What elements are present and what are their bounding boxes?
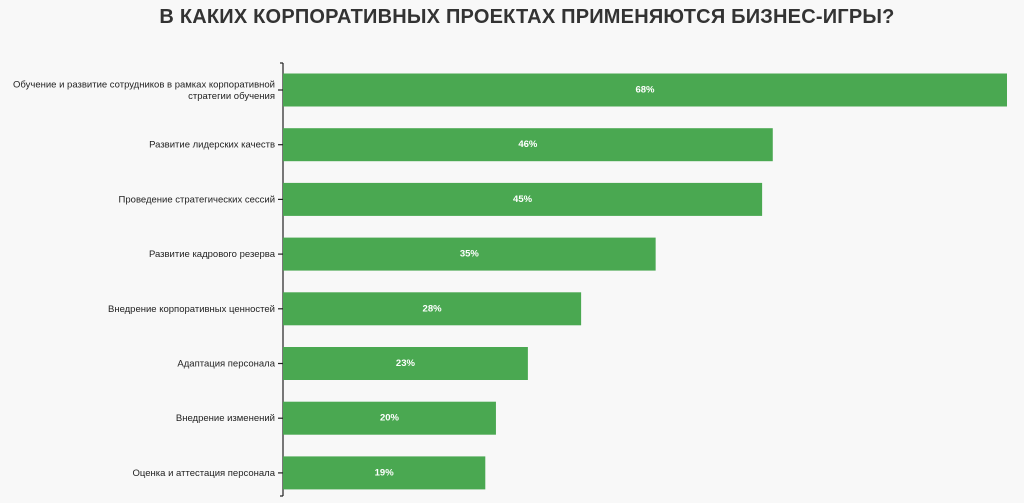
category-label-line: Развитие лидерских качеств bbox=[149, 139, 275, 150]
bar-value-label: 68% bbox=[635, 85, 655, 96]
category-label: Обучение и развитие сотрудников в рамках… bbox=[13, 79, 275, 102]
category-label-line: Адаптация персонала bbox=[177, 358, 275, 369]
bar bbox=[283, 237, 656, 271]
bar bbox=[283, 182, 763, 216]
category-label: Развитие кадрового резерва bbox=[149, 249, 276, 260]
bar-value-label: 46% bbox=[518, 139, 538, 150]
category-label-line: Оценка и аттестация персонала bbox=[133, 467, 276, 478]
chart-title: В КАКИХ КОРПОРАТИВНЫХ ПРОЕКТАХ ПРИМЕНЯЮТ… bbox=[159, 6, 895, 28]
category-label: Внедрение изменений bbox=[176, 413, 275, 424]
category-label: Проведение стратегических сессий bbox=[119, 194, 275, 205]
category-label-line: Внедрение корпоративных ценностей bbox=[108, 303, 275, 314]
bar-value-label: 35% bbox=[460, 249, 480, 260]
bar-value-label: 20% bbox=[380, 413, 400, 424]
bar-value-label: 23% bbox=[396, 358, 416, 369]
bar-value-label: 28% bbox=[423, 303, 443, 314]
bar bbox=[283, 401, 496, 435]
category-label-line: Внедрение изменений bbox=[176, 413, 275, 424]
category-label-line: Обучение и развитие сотрудников в рамках… bbox=[13, 79, 275, 90]
category-label-line: Развитие кадрового резерва bbox=[149, 249, 276, 260]
bar bbox=[283, 456, 486, 490]
bar bbox=[283, 73, 1007, 107]
category-label: Внедрение корпоративных ценностей bbox=[108, 303, 275, 314]
category-label: Оценка и аттестация персонала bbox=[133, 467, 276, 478]
category-label-line: стратегии обучения bbox=[188, 90, 275, 101]
bar-value-label: 45% bbox=[513, 194, 533, 205]
category-label: Адаптация персонала bbox=[177, 358, 275, 369]
bar-value-label: 19% bbox=[375, 467, 395, 478]
category-label: Развитие лидерских качеств bbox=[149, 139, 275, 150]
bar bbox=[283, 128, 773, 162]
bar bbox=[283, 347, 528, 380]
category-label-line: Проведение стратегических сессий bbox=[119, 194, 275, 205]
bar bbox=[283, 292, 582, 326]
